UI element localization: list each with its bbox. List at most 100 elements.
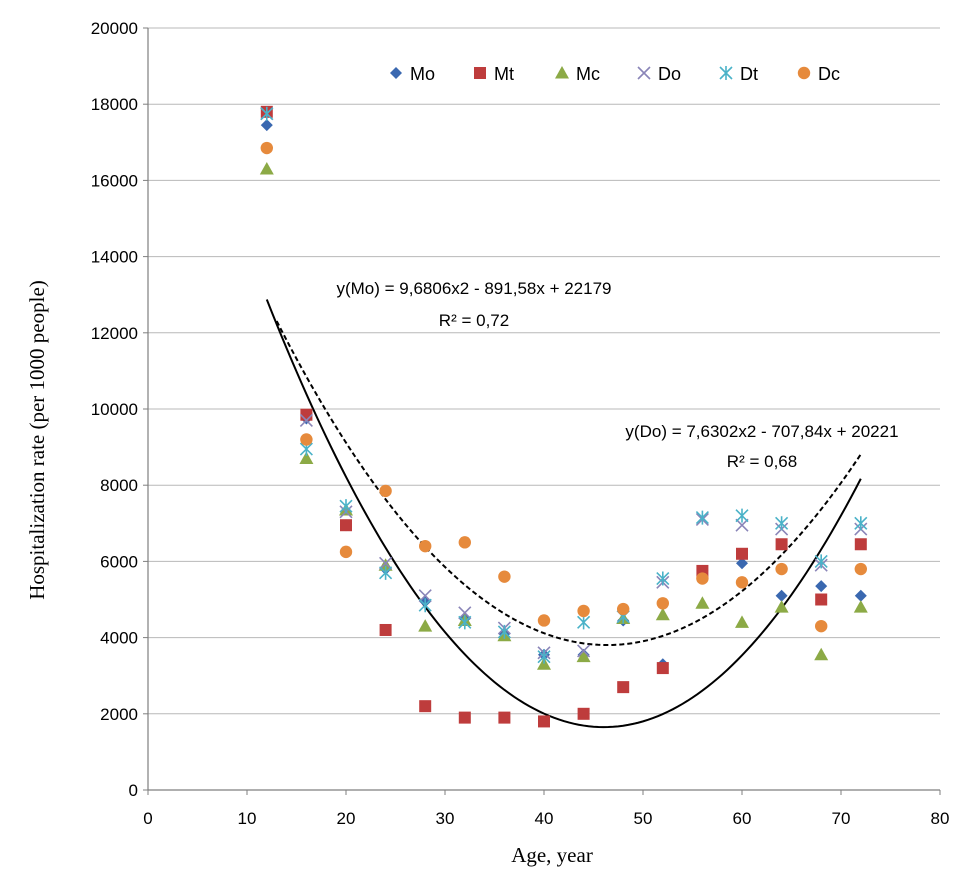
annotations: y(Mo) = 9,6806x2 - 891,58x + 22179 R² = 0… bbox=[336, 279, 898, 471]
point-dc-44 bbox=[577, 604, 590, 618]
point-do-60 bbox=[735, 518, 749, 532]
annotation-mo-r2: R² = 0,72 bbox=[439, 311, 509, 330]
x-tick-label-20: 20 bbox=[337, 809, 356, 828]
data-points bbox=[259, 105, 868, 728]
point-do-44 bbox=[577, 644, 591, 658]
y-tick-label-8000: 8000 bbox=[100, 476, 138, 495]
x-tick-label-40: 40 bbox=[535, 809, 554, 828]
trendlines bbox=[265, 299, 862, 729]
point-dc-72 bbox=[854, 562, 867, 576]
point-mo-72 bbox=[854, 589, 867, 602]
point-mc-72 bbox=[853, 600, 868, 613]
axes bbox=[143, 27, 941, 795]
point-do-32 bbox=[458, 606, 472, 620]
point-mc-60 bbox=[735, 615, 749, 628]
y-tick-label-16000: 16000 bbox=[91, 171, 138, 190]
point-mc-12 bbox=[259, 161, 274, 175]
point-mt-36 bbox=[498, 711, 511, 724]
point-dt-60 bbox=[735, 508, 749, 523]
point-dc-32 bbox=[458, 536, 471, 549]
point-mt-60 bbox=[736, 547, 748, 560]
point-dc-20 bbox=[339, 545, 353, 559]
point-dt-36 bbox=[497, 624, 511, 639]
legend-item-mo: Mo bbox=[390, 64, 435, 84]
point-mo-12 bbox=[260, 119, 273, 132]
point-dt-20 bbox=[339, 499, 353, 514]
y-tick-label-10000: 10000 bbox=[91, 400, 138, 419]
legend-item-dt: Dt bbox=[719, 64, 758, 84]
point-mt-32 bbox=[458, 711, 471, 724]
y-tick-label-20000: 20000 bbox=[91, 19, 138, 38]
point-dt-56 bbox=[695, 510, 709, 525]
y-axis-title: Hospitalization rate (per 1000 people) bbox=[25, 280, 49, 600]
x-axis-title: Age, year bbox=[511, 843, 593, 867]
annotation-do-eq: y(Do) = 7,6302x2 - 707,84x + 20221 bbox=[625, 422, 898, 441]
point-mt-64 bbox=[775, 538, 788, 551]
point-dc-64 bbox=[775, 562, 788, 576]
point-mt-28 bbox=[419, 700, 432, 713]
point-do-16 bbox=[299, 413, 313, 427]
point-mt-72 bbox=[854, 538, 867, 551]
point-dt-72 bbox=[854, 516, 868, 531]
point-mt-44 bbox=[577, 707, 590, 720]
legend-item-do: Do bbox=[637, 64, 681, 84]
y-tick-label-6000: 6000 bbox=[100, 552, 138, 571]
point-mc-16 bbox=[299, 451, 314, 465]
annotation-do-r2: R² = 0,68 bbox=[727, 452, 797, 471]
point-dc-16 bbox=[300, 433, 313, 446]
x-tick-label-60: 60 bbox=[733, 809, 752, 828]
y-tick-label-2000: 2000 bbox=[100, 705, 138, 724]
trendline-do bbox=[275, 320, 862, 647]
point-mc-28 bbox=[418, 619, 433, 632]
x-tick-label-70: 70 bbox=[832, 809, 851, 828]
point-dc-52 bbox=[656, 597, 669, 610]
y-tick-label-0: 0 bbox=[129, 781, 138, 800]
point-dt-40 bbox=[537, 649, 551, 664]
point-dc-40 bbox=[537, 614, 551, 627]
point-do-28 bbox=[418, 589, 432, 603]
point-dt-68 bbox=[814, 554, 828, 569]
series-dt bbox=[260, 106, 868, 664]
y-tick-label-18000: 18000 bbox=[91, 95, 138, 114]
x-tick-label-10: 10 bbox=[238, 809, 257, 828]
point-dt-52 bbox=[656, 571, 670, 586]
point-mt-52 bbox=[656, 662, 669, 675]
point-mc-56 bbox=[695, 596, 710, 609]
legend-label-do: Do bbox=[658, 64, 681, 84]
point-dc-60 bbox=[735, 576, 749, 589]
legend-label-mo: Mo bbox=[410, 64, 435, 84]
legend-marker-dt bbox=[719, 66, 733, 80]
point-mc-44 bbox=[576, 649, 591, 663]
point-mt-48 bbox=[617, 681, 630, 694]
point-mt-20 bbox=[340, 519, 352, 532]
point-dt-24 bbox=[379, 565, 393, 580]
series-dc bbox=[260, 141, 867, 633]
point-dt-44 bbox=[577, 615, 591, 630]
point-mo-68 bbox=[815, 580, 828, 593]
point-mc-52 bbox=[655, 607, 670, 621]
legend-label-mc: Mc bbox=[576, 64, 600, 84]
point-dc-48 bbox=[617, 602, 630, 616]
annotation-mo-eq: y(Mo) = 9,6806x2 - 891,58x + 22179 bbox=[336, 279, 611, 298]
tick-labels: 0 2000 4000 6000 8000 10000 12000 14000 16000 180… bbox=[91, 19, 950, 828]
x-tick-label-30: 30 bbox=[436, 809, 455, 828]
x-tick-label-80: 80 bbox=[931, 809, 950, 828]
point-dc-36 bbox=[498, 570, 511, 583]
legend-marker-mo bbox=[390, 67, 402, 79]
point-dc-56 bbox=[696, 572, 709, 585]
legend-label-dc: Dc bbox=[818, 64, 840, 84]
legend: Mo Mt Mc Do Dt Dc bbox=[390, 64, 840, 84]
legend-marker-mc bbox=[555, 66, 569, 79]
point-dt-64 bbox=[775, 516, 789, 531]
y-tick-label-14000: 14000 bbox=[91, 248, 138, 267]
x-tick-label-0: 0 bbox=[143, 809, 152, 828]
point-dt-28 bbox=[418, 598, 432, 613]
point-dc-28 bbox=[419, 539, 432, 553]
point-do-24 bbox=[379, 556, 393, 570]
point-dt-12 bbox=[260, 106, 274, 121]
x-tick-label-50: 50 bbox=[634, 809, 653, 828]
point-mt-16 bbox=[300, 408, 313, 421]
legend-item-mt: Mt bbox=[474, 64, 514, 84]
